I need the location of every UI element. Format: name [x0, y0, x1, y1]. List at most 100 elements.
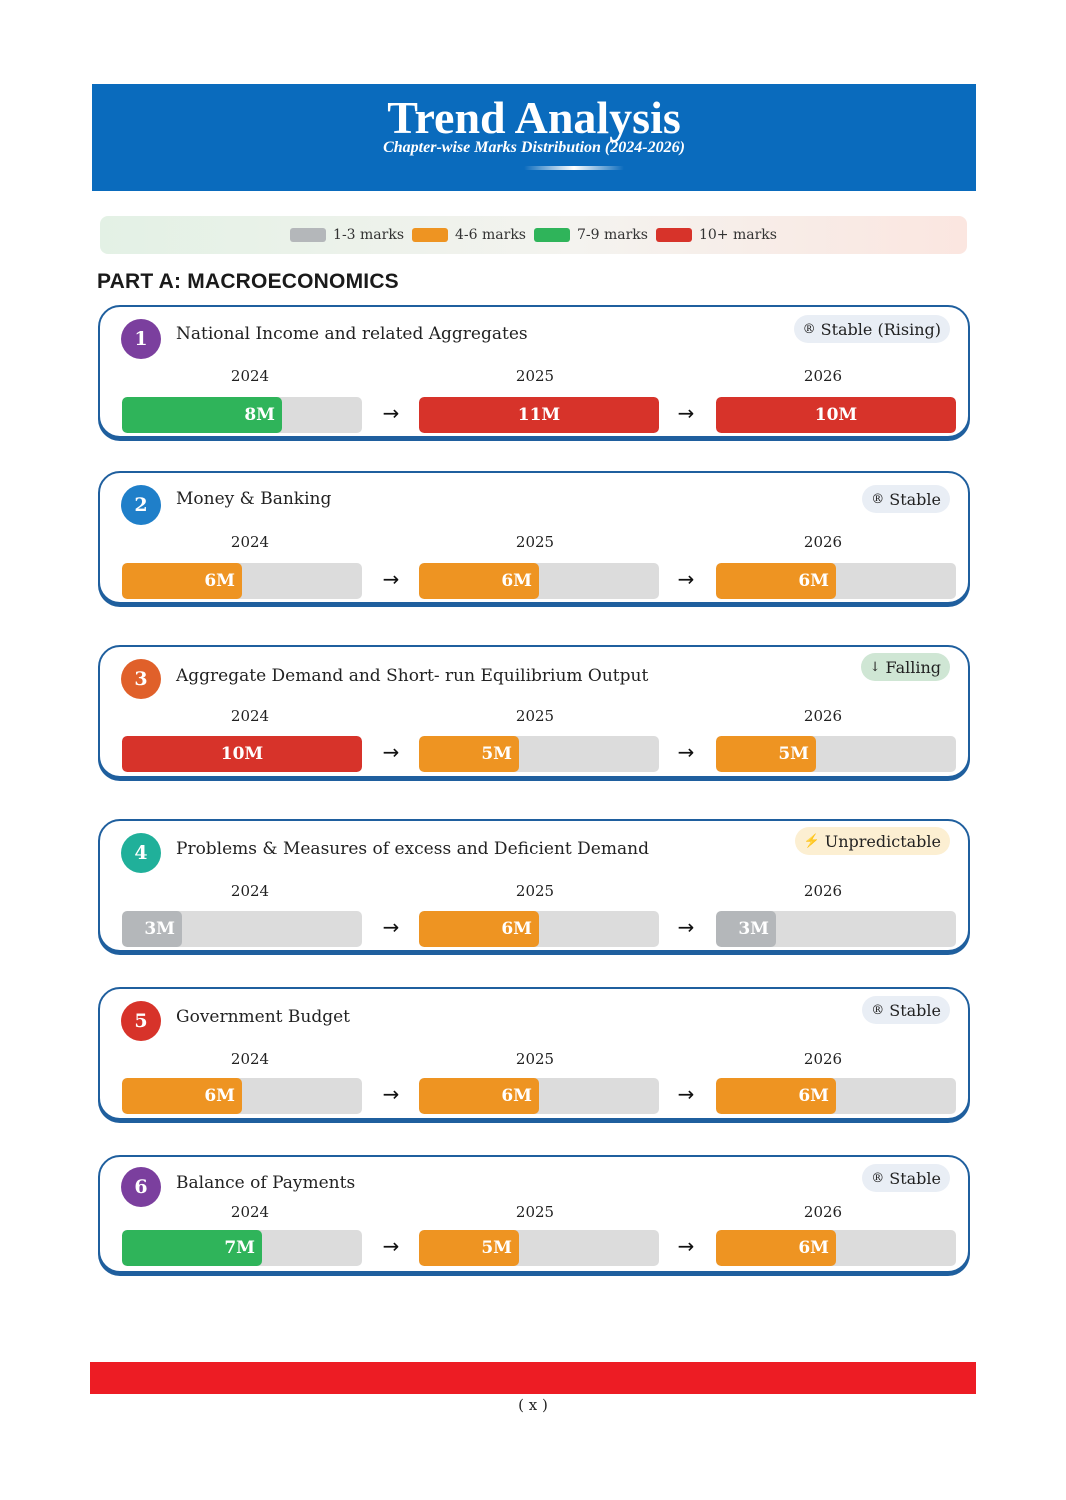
year-label: 2025: [515, 533, 555, 551]
legend-item: 7-9 marks: [534, 227, 648, 243]
part-title: PART A: MACROECONOMICS: [97, 270, 399, 293]
marks-bar: 6M: [716, 1078, 956, 1114]
marks-bar: 5M: [419, 1230, 659, 1266]
legend-item: 4-6 marks: [412, 227, 526, 243]
footer-band: [90, 1362, 976, 1394]
marks-legend: 1-3 marks 4-6 marks 7-9 marks 10+ marks: [100, 216, 967, 254]
trend-badge: ® Stable: [862, 996, 950, 1024]
marks-bar-fill: 6M: [122, 1078, 242, 1114]
right-arrow-icon: →: [677, 1082, 695, 1106]
chapter-number-badge: 5: [121, 1001, 161, 1041]
marks-bar-fill: 11M: [419, 397, 659, 433]
page-subtitle: Chapter-wise Marks Distribution (2024-20…: [383, 139, 685, 156]
year-label: 2024: [230, 533, 270, 551]
year-label: 2026: [803, 882, 843, 900]
marks-bar: 6M: [716, 563, 956, 599]
marks-bar-fill: 6M: [716, 1230, 836, 1266]
marks-bar-fill: 10M: [716, 397, 956, 433]
marks-bar-fill: 6M: [716, 1078, 836, 1114]
marks-bar: 7M: [122, 1230, 362, 1266]
trend-label: Stable: [889, 489, 941, 509]
trend-label: Unpredictable: [824, 831, 941, 851]
chapter-number-badge: 2: [121, 485, 161, 525]
year-label: 2024: [230, 367, 270, 385]
marks-bar-fill: 6M: [419, 563, 539, 599]
marks-bar-fill: 5M: [419, 1230, 519, 1266]
chapter-title: Aggregate Demand and Short- run Equilibr…: [176, 666, 649, 686]
registered-icon: ®: [871, 1170, 885, 1186]
registered-icon: ®: [871, 491, 885, 507]
trend-badge: ® Stable (Rising): [793, 315, 950, 343]
page-number: ( x ): [518, 1396, 548, 1414]
year-label: 2025: [515, 367, 555, 385]
marks-bar: 5M: [716, 736, 956, 772]
chapter-card: 6 Balance of Payments ® Stable 2024 7M → 2025 5M…: [98, 1155, 970, 1273]
trend-label: Stable: [889, 1168, 941, 1188]
year-label: 2025: [515, 1050, 555, 1068]
year-label: 2024: [230, 707, 270, 725]
trend-badge: ® Stable: [862, 485, 950, 513]
right-arrow-icon: →: [382, 567, 400, 591]
trend-badge: ® Stable: [862, 1164, 950, 1192]
year-label: 2026: [803, 707, 843, 725]
year-label: 2026: [803, 533, 843, 551]
chapter-card: 1 National Income and related Aggregates ®…: [98, 305, 970, 438]
header-banner: Trend Analysis Chapter-wise Marks Distri…: [92, 84, 976, 191]
legend-swatch: [534, 228, 570, 242]
legend-label: 10+ marks: [698, 227, 777, 243]
chapter-number-badge: 1: [121, 319, 161, 359]
page-title: Trend Analysis: [387, 92, 681, 143]
marks-bar: 3M: [122, 911, 362, 947]
right-arrow-icon: →: [677, 1234, 695, 1258]
chapter-card: 3 Aggregate Demand and Short- run Equilib…: [98, 645, 970, 778]
right-arrow-icon: →: [677, 740, 695, 764]
trend-badge: ↓ Falling: [860, 653, 950, 681]
legend-swatch: [412, 228, 449, 242]
legend-label: 4-6 marks: [455, 227, 526, 243]
marks-bar-fill: 3M: [122, 911, 182, 947]
trend-label: Stable: [889, 1000, 941, 1020]
marks-bar-fill: 5M: [716, 736, 816, 772]
header-divider: [524, 166, 624, 170]
marks-bar: 6M: [419, 911, 659, 947]
marks-bar-fill: 3M: [716, 911, 776, 947]
right-arrow-icon: →: [382, 1234, 400, 1258]
marks-bar: 10M: [122, 736, 362, 772]
chapter-title: National Income and related Aggregates: [176, 324, 528, 344]
lightning-icon: ⚡: [803, 833, 820, 849]
marks-bar: 6M: [419, 1078, 659, 1114]
chapter-title: Government Budget: [176, 1007, 351, 1027]
marks-bar-fill: 6M: [716, 563, 836, 599]
marks-bar: 6M: [419, 563, 659, 599]
year-label: 2025: [515, 1203, 555, 1221]
marks-bar-fill: 7M: [122, 1230, 262, 1266]
legend-swatch: [655, 228, 692, 242]
trend-badge: ⚡ Unpredictable: [794, 827, 950, 855]
year-label: 2025: [515, 882, 555, 900]
chapter-title: Money & Banking: [176, 489, 332, 509]
chapter-card: 2 Money & Banking ® Stable 2024 6M → 2025 6M → 202…: [98, 471, 970, 604]
marks-bar-fill: 10M: [122, 736, 362, 772]
chapter-number-badge: 3: [121, 659, 161, 699]
marks-bar: 10M: [716, 397, 956, 433]
right-arrow-icon: →: [382, 740, 400, 764]
trend-label: Falling: [885, 657, 941, 677]
right-arrow-icon: →: [382, 915, 400, 939]
chapter-title: Balance of Payments: [176, 1173, 356, 1193]
year-label: 2025: [515, 707, 555, 725]
legend-label: 1-3 marks: [333, 227, 405, 243]
marks-bar-fill: 8M: [122, 397, 282, 433]
year-label: 2024: [230, 1050, 270, 1068]
legend-swatch: [290, 228, 327, 242]
legend-item: 1-3 marks: [290, 227, 404, 243]
right-arrow-icon: →: [382, 1082, 400, 1106]
chapter-card: 4 Problems & Measures of excess and Defic…: [98, 819, 970, 952]
chapter-card: 5 Government Budget ® Stable 2024 6M → 2025 6M → 2…: [98, 987, 970, 1120]
year-label: 2024: [230, 882, 270, 900]
right-arrow-icon: →: [382, 401, 400, 425]
chapter-title: Problems & Measures of excess and Defici…: [176, 839, 649, 859]
legend-label: 7-9 marks: [577, 227, 648, 243]
marks-bar-fill: 5M: [419, 736, 519, 772]
marks-bar: 3M: [716, 911, 956, 947]
marks-bar: 5M: [419, 736, 659, 772]
